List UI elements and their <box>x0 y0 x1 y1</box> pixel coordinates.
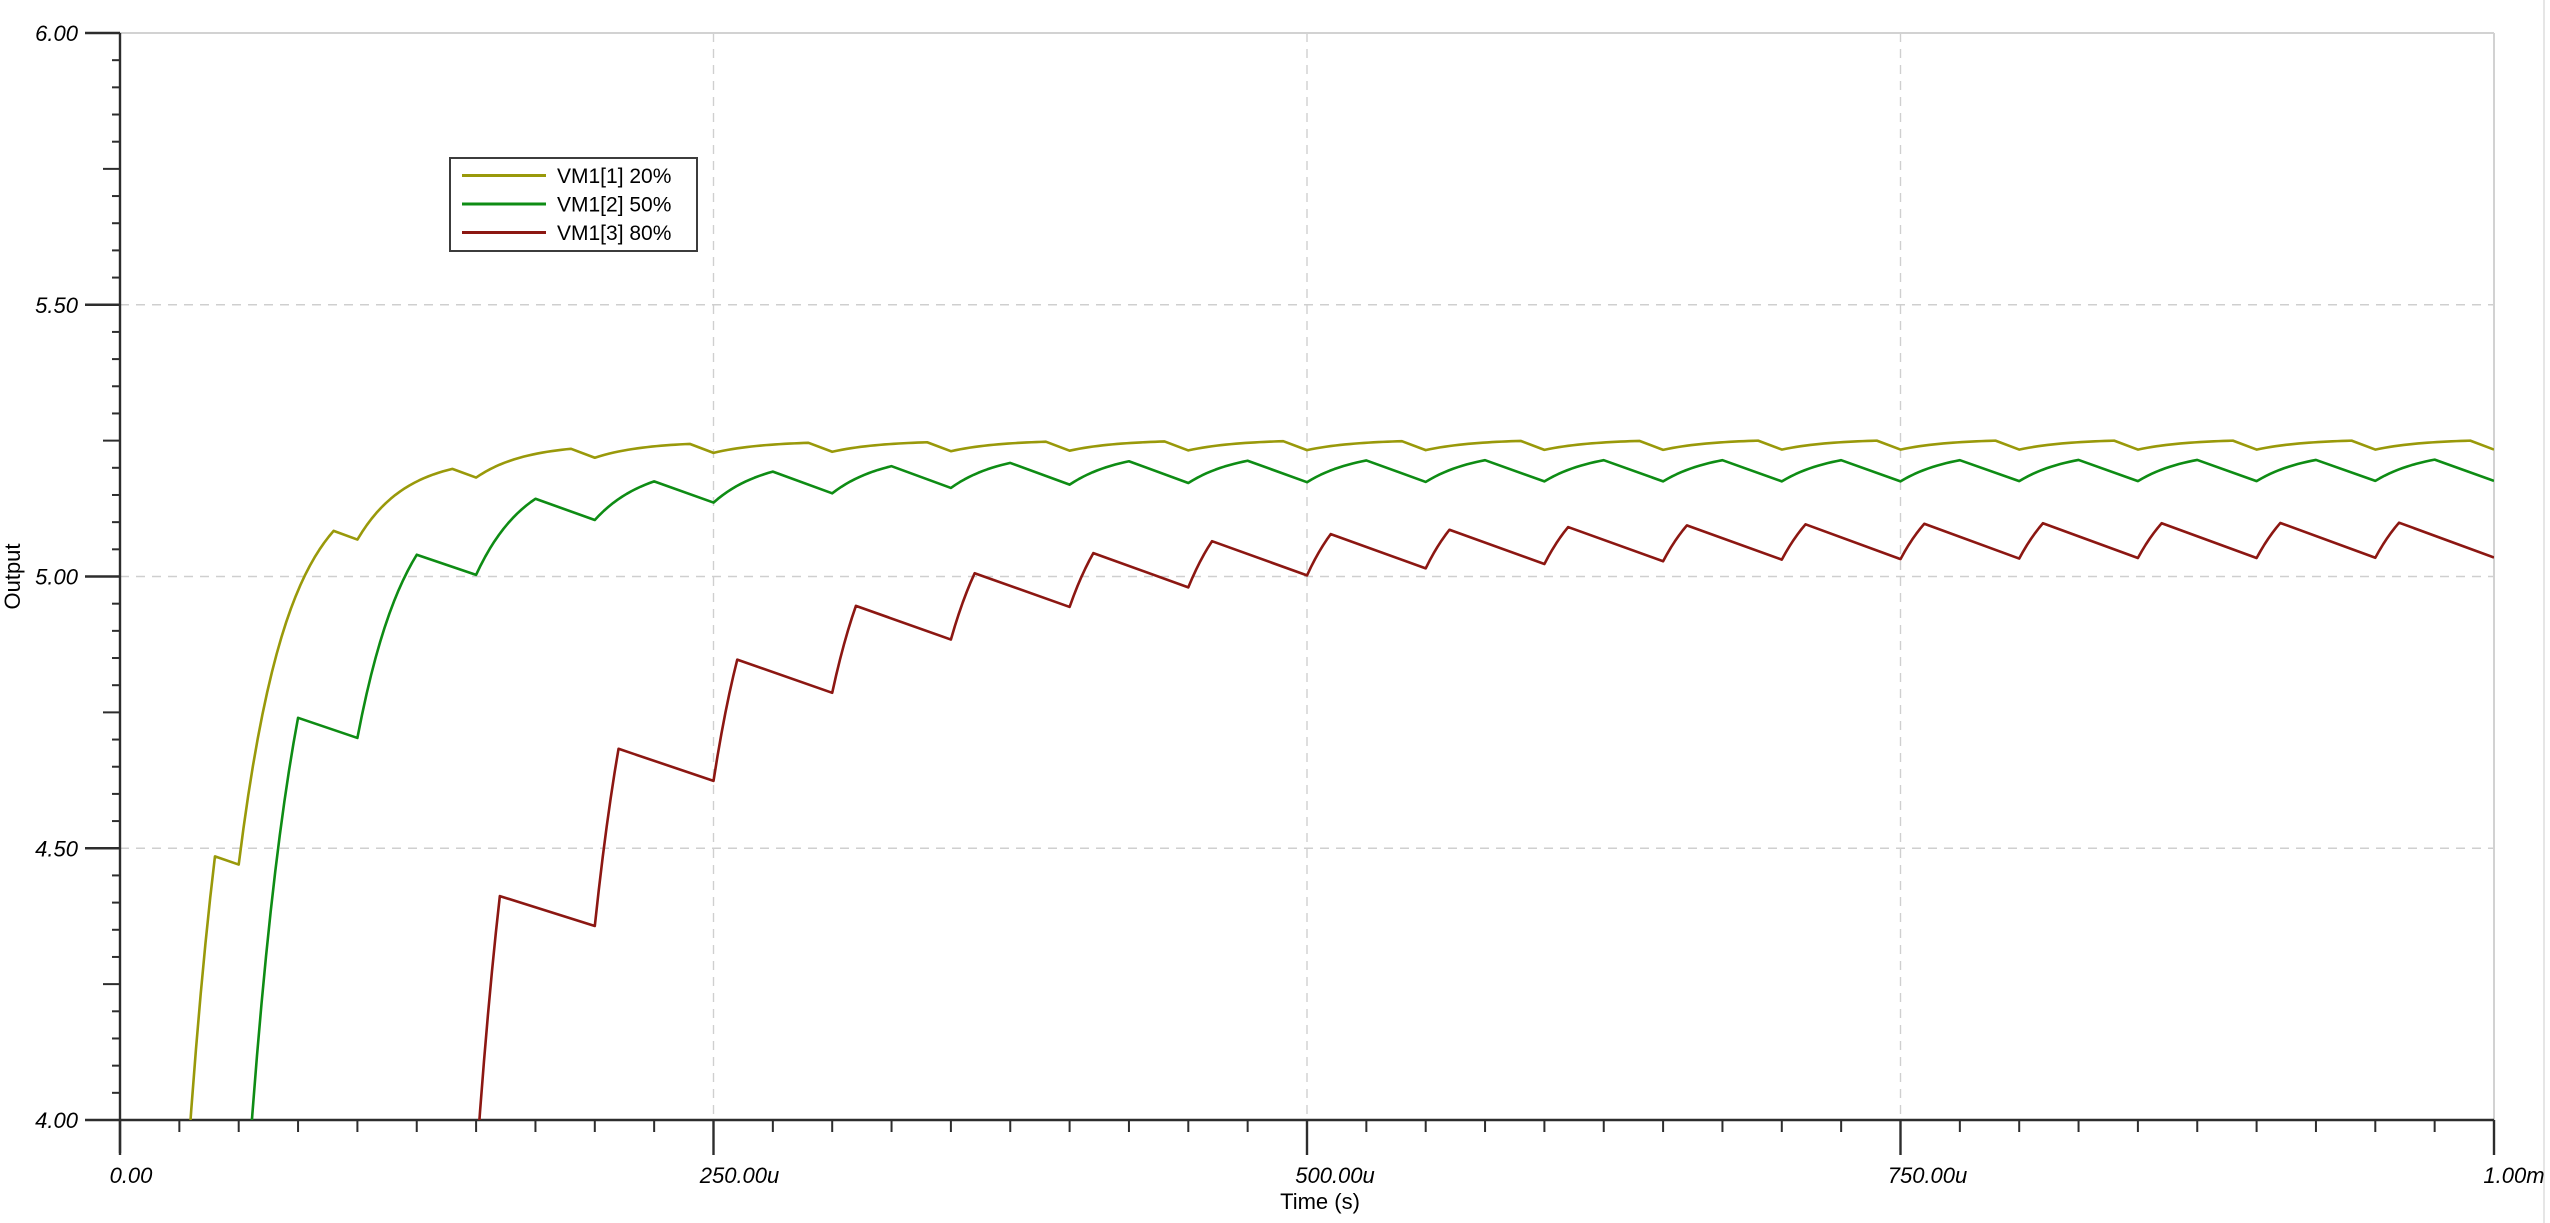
series-curve-1[interactable] <box>120 439 2494 1223</box>
axes-and-ticks <box>85 31 2496 1155</box>
y-tick-label: 5.50 <box>35 293 79 318</box>
y-axis-title: Output <box>0 543 25 609</box>
y-tick-label: 5.00 <box>35 565 79 590</box>
x-axis-title: Time (s) <box>1280 1189 1360 1214</box>
y-tick-label: 4.00 <box>35 1108 79 1133</box>
legend-entry-label: VM1[2] 50% <box>557 194 671 217</box>
legend-entry-label: VM1[3] 80% <box>557 222 671 245</box>
legend-entry[interactable]: VM1[2] 50% <box>462 194 671 217</box>
axis-labels: 4.00 4.50 5.00 5.50 6.00 0.00 250.00u 500.00u 75… <box>0 21 2545 1214</box>
legend-entry-label: VM1[1] 20% <box>557 165 671 188</box>
legend-box <box>449 157 698 252</box>
y-tick-label: 6.00 <box>35 21 79 46</box>
plot-border <box>120 32 2495 1120</box>
x-tick-label: 500.00u <box>1295 1163 1375 1188</box>
x-tick-label: 1.00m <box>2483 1163 2544 1188</box>
x-tick-label: 250.00u <box>699 1163 780 1188</box>
y-tick-label: 4.50 <box>35 836 79 861</box>
series-curve-2[interactable] <box>120 458 2494 1223</box>
series-curve-3[interactable] <box>120 521 2494 1223</box>
legend: VM1[1] 20% VM1[2] 50% VM1[3] 80% <box>449 157 698 252</box>
x-tick-label: 0.00 <box>110 1163 154 1188</box>
legend-entry[interactable]: VM1[1] 20% <box>462 165 671 188</box>
x-tick-label: 750.00u <box>1888 1163 1968 1188</box>
legend-entry[interactable]: VM1[3] 80% <box>462 222 671 245</box>
waveform-curves <box>120 439 2494 1223</box>
